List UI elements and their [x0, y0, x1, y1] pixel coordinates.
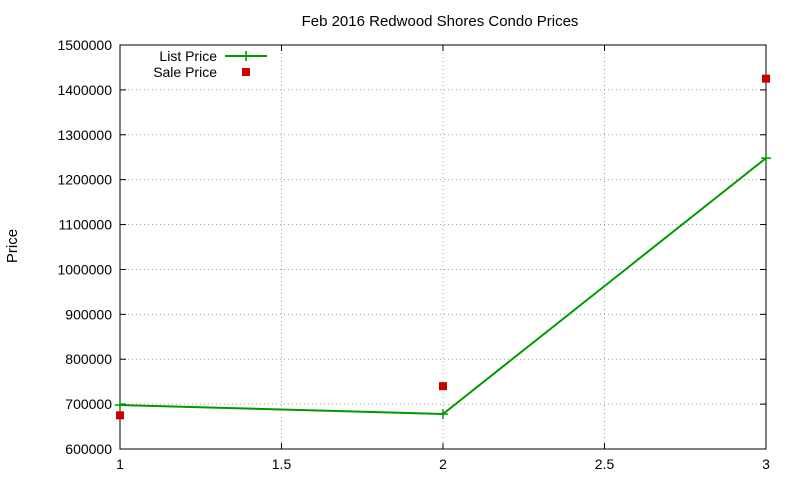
data-point: [438, 408, 448, 419]
y-tick-label: 600000: [65, 441, 112, 457]
series-list-price: [115, 153, 771, 419]
legend-marker: [242, 68, 250, 76]
axes: 6000007000008000009000001000000110000012…: [57, 37, 770, 472]
x-tick-label: 1: [116, 456, 124, 472]
legend-marker: [241, 51, 251, 61]
y-tick-label: 900000: [65, 306, 112, 322]
legend-label: List Price: [159, 48, 217, 64]
y-tick-label: 1200000: [57, 172, 112, 188]
y-tick-label: 800000: [65, 351, 112, 367]
x-tick-label: 2: [439, 456, 447, 472]
plot-border: [119, 44, 767, 450]
data-point: [115, 400, 125, 411]
y-tick-label: 1100000: [59, 217, 113, 233]
legend-entry: List Price: [159, 48, 267, 64]
y-axis-label: Price: [4, 229, 21, 263]
x-tick-label: 1.5: [272, 456, 292, 472]
x-tick-label: 3: [762, 456, 770, 472]
data-point: [762, 74, 770, 83]
grid: [120, 45, 766, 449]
x-tick-label: 2.5: [595, 456, 615, 472]
y-tick-label: 1400000: [57, 82, 112, 98]
legend-label: Sale Price: [153, 64, 217, 80]
data-point: [439, 382, 447, 391]
legend-entry: Sale Price: [153, 64, 250, 80]
data-point: [761, 153, 771, 164]
series-sale-price: [116, 74, 770, 420]
y-tick-label: 1500000: [57, 37, 112, 53]
data-point: [116, 411, 124, 420]
plot-area: [115, 74, 771, 420]
y-tick-label: 700000: [65, 396, 112, 412]
y-tick-label: 1300000: [57, 127, 112, 143]
chart-title: Feb 2016 Redwood Shores Condo Prices: [302, 13, 579, 30]
y-tick-label: 1000000: [57, 261, 112, 277]
